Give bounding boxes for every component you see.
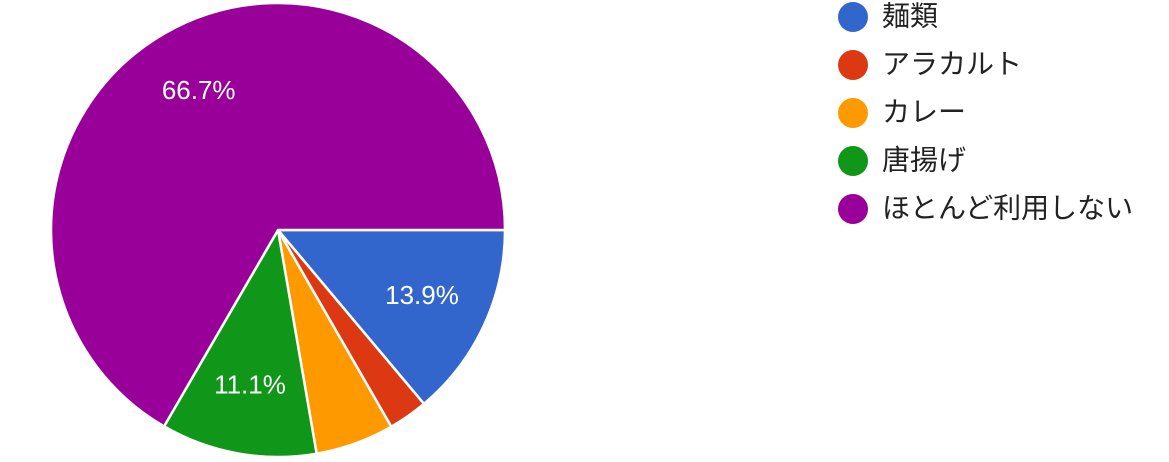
slice-label: 66.7% — [162, 75, 236, 105]
legend-marker — [838, 50, 868, 80]
legend-label: ほとんど利用しない — [882, 192, 1133, 223]
legend-label: 唐揚げ — [882, 144, 966, 175]
legend-label: 麺類 — [882, 0, 938, 31]
pie-slice — [162, 226, 319, 459]
slice-label: 11.1% — [214, 369, 286, 399]
legend-label: カレー — [882, 96, 966, 127]
legend-marker — [838, 98, 868, 128]
legend-marker — [838, 2, 868, 32]
legend-marker — [838, 194, 868, 224]
pie-slice — [49, 1, 507, 429]
legend-label: アラカルト — [882, 48, 1022, 79]
pie-slice — [275, 228, 507, 406]
legend-marker — [838, 146, 868, 176]
slice-label: 13.9% — [385, 280, 459, 310]
